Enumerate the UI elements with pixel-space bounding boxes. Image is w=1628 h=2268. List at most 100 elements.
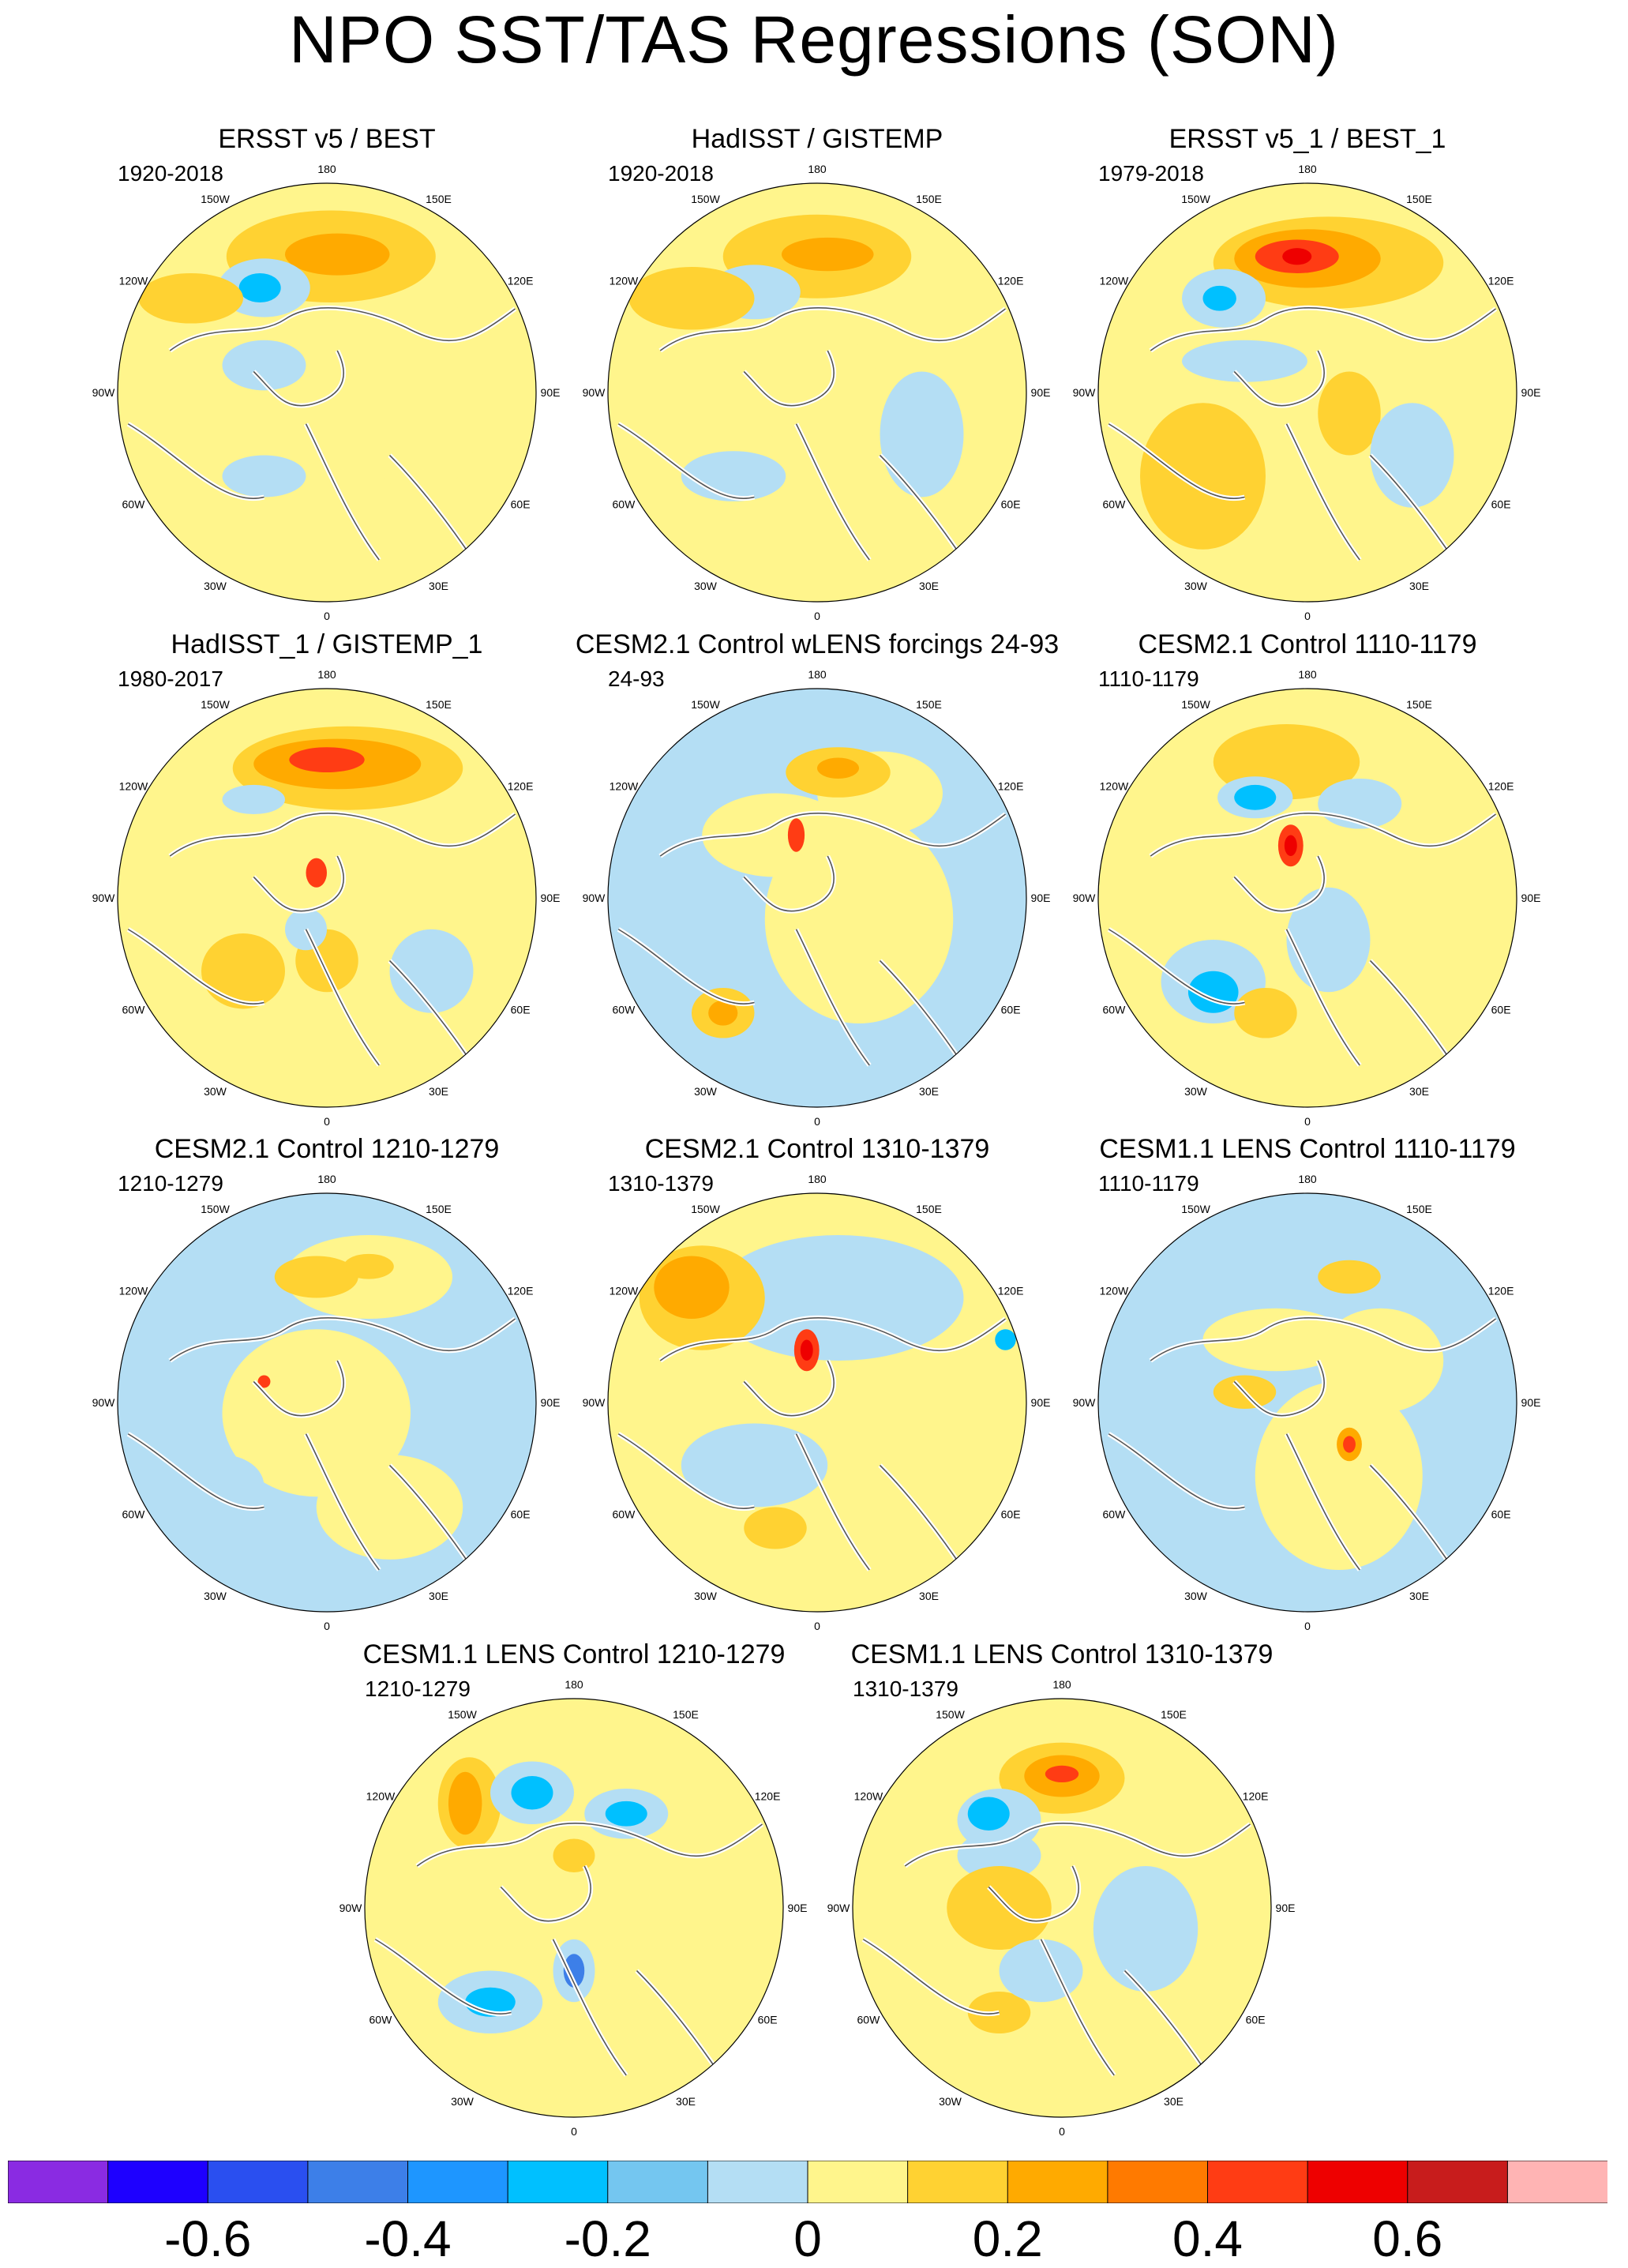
longitude-tick-label: 60W <box>122 498 146 511</box>
longitude-tick-label: 30W <box>1184 1590 1208 1602</box>
colorbar-swatch <box>1107 2161 1209 2203</box>
longitude-tick-label: 180 <box>808 163 827 175</box>
map-border <box>117 688 537 1108</box>
longitude-tick-label: 0 <box>814 610 820 622</box>
colorbar-tick-label: 0 <box>793 2210 822 2267</box>
longitude-tick-label: 150E <box>426 698 452 711</box>
polar-map: 180 0 90W 90E 150W 120W 150E 120E 60W 30W 60E 30E <box>92 668 561 1128</box>
longitude-tick-label: 60W <box>369 2014 393 2026</box>
anomaly-blob <box>1045 1765 1079 1782</box>
panel-title: HadISST / GISTEMP <box>691 124 943 154</box>
polar-map: 180 0 90W 90E 150W 120W 150E 120E 60W 30W 60E 30E <box>1073 668 1541 1128</box>
longitude-tick-label: 30W <box>694 580 718 592</box>
panel-title: CESM1.1 LENS Control 1210-1279 <box>362 1639 786 1669</box>
anomaly-blob <box>787 818 805 852</box>
panel-period-label: 1110-1179 <box>1098 667 1199 691</box>
anomaly-blob <box>708 1000 738 1026</box>
anomaly-blob <box>289 747 365 772</box>
panel-period-label: 24-93 <box>608 667 665 691</box>
anomaly-blob <box>222 784 285 814</box>
longitude-tick-label: 120W <box>1100 275 1129 287</box>
anomaly-blob <box>817 757 859 779</box>
longitude-tick-label: 60E <box>511 1004 531 1016</box>
colorbar-swatch <box>507 2161 609 2203</box>
longitude-tick-label: 60W <box>122 1508 146 1521</box>
longitude-tick-label: 0 <box>1304 1620 1311 1632</box>
panel-period-label: 1110-1179 <box>1098 1171 1199 1196</box>
longitude-tick-label: 120W <box>854 1790 883 1803</box>
longitude-tick-label: 150E <box>916 698 942 711</box>
longitude-tick-label: 60E <box>1001 1508 1021 1521</box>
longitude-tick-label: 90E <box>788 1902 808 1914</box>
longitude-tick-label: 150E <box>916 1203 942 1215</box>
longitude-tick-label: 60W <box>613 1508 636 1521</box>
colorbar-swatch <box>307 2161 409 2203</box>
longitude-tick-label: 120W <box>119 275 148 287</box>
polar-map: 180 0 90W 90E 150W 120W 150E 120E 60W 30W 60E 30E <box>92 163 561 622</box>
anomaly-blob <box>238 272 281 303</box>
longitude-tick-label: 0 <box>814 1620 820 1632</box>
colorbar-tick-label: -0.6 <box>164 2210 252 2267</box>
longitude-tick-label: 90E <box>1521 1396 1541 1409</box>
longitude-tick-label: 150W <box>691 698 720 711</box>
coastline <box>1108 1317 1496 1571</box>
longitude-tick-label: 120W <box>610 780 639 793</box>
longitude-tick-label: 120E <box>508 780 534 793</box>
colorbar-swatch <box>607 2161 709 2203</box>
colorbar-swatch <box>1506 2161 1607 2203</box>
longitude-tick-label: 30W <box>939 2095 962 2108</box>
longitude-tick-label: 180 <box>808 668 827 681</box>
anomaly-blob <box>880 371 964 498</box>
polar-map: 180 0 90W 90E 150W 120W 150E 120E 60W 30W 60E 30E <box>583 163 1051 622</box>
longitude-tick-label: 90W <box>92 386 116 399</box>
longitude-tick-label: 150E <box>426 1203 452 1215</box>
anomaly-blob <box>681 451 786 501</box>
anomaly-blob <box>605 1801 647 1827</box>
colorbar-tick-label: 0.6 <box>1372 2210 1443 2267</box>
map-border <box>364 1698 784 2118</box>
panel-title: CESM2.1 Control wLENS forcings 24-93 <box>575 629 1060 659</box>
anomaly-blob <box>654 1256 730 1319</box>
longitude-tick-label: 0 <box>324 1620 330 1632</box>
longitude-tick-label: 90W <box>1073 386 1097 399</box>
longitude-tick-label: 30W <box>451 2095 475 2108</box>
longitude-tick-label: 30E <box>1409 1085 1429 1098</box>
longitude-tick-label: 150W <box>1181 1203 1210 1215</box>
anomaly-blob <box>967 1797 1010 1831</box>
colorbar-swatch <box>907 2161 1009 2203</box>
map-border <box>1097 688 1517 1108</box>
coastline <box>1108 813 1496 1066</box>
anomaly-blob <box>1318 371 1381 456</box>
anomaly-blob <box>1234 784 1277 810</box>
longitude-tick-label: 30W <box>204 1590 227 1602</box>
map-border <box>1097 1192 1517 1613</box>
longitude-tick-label: 90W <box>1073 1396 1097 1409</box>
anomaly-blob <box>1343 1436 1356 1453</box>
anomaly-blob <box>1202 285 1236 311</box>
longitude-tick-label: 180 <box>1298 163 1317 175</box>
colorbar-tick-label: -0.4 <box>364 2210 452 2267</box>
longitude-tick-label: 0 <box>324 1115 330 1128</box>
longitude-tick-label: 120W <box>119 780 148 793</box>
panel-title: ERSST v5 / BEST <box>218 124 436 154</box>
anomaly-blob <box>343 1253 394 1279</box>
longitude-tick-label: 30E <box>429 1085 448 1098</box>
coastline <box>617 307 1006 561</box>
longitude-tick-label: 60W <box>1103 1508 1127 1521</box>
longitude-tick-label: 60W <box>613 1004 636 1016</box>
longitude-tick-label: 180 <box>1052 1678 1071 1691</box>
longitude-tick-label: 60E <box>1001 498 1021 511</box>
colorbar-tick-label: 0.2 <box>972 2210 1043 2267</box>
anomaly-blob <box>389 929 474 1013</box>
longitude-tick-label: 0 <box>814 1115 820 1128</box>
longitude-tick-label: 0 <box>571 2125 577 2138</box>
longitude-tick-label: 60E <box>1491 1004 1511 1016</box>
colorbar-swatch <box>207 2161 309 2203</box>
coastline <box>862 1823 1251 2076</box>
longitude-tick-label: 60W <box>613 498 636 511</box>
longitude-tick-label: 60W <box>1103 498 1127 511</box>
longitude-tick-label: 150W <box>936 1708 965 1721</box>
longitude-tick-label: 30E <box>919 1085 939 1098</box>
colorbar-swatch <box>807 2161 909 2203</box>
panel-period-label: 1979-2018 <box>1098 161 1204 186</box>
